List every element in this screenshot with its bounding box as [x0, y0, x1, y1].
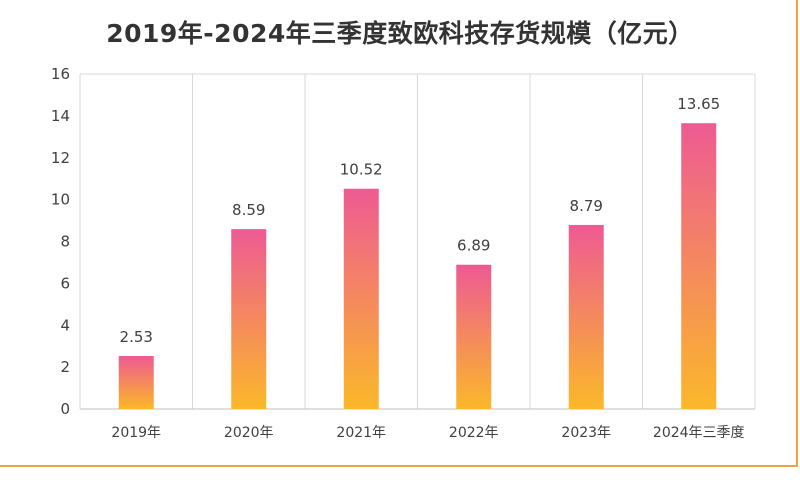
chart-frame: [0, 0, 798, 467]
y-tick-label: 4: [60, 316, 70, 334]
data-label: 6.89: [457, 237, 490, 255]
y-tick-label: 10: [51, 191, 70, 209]
chart-title: 2019年-2024年三季度致欧科技存货规模（亿元）: [106, 19, 694, 48]
y-tick-label: 2: [60, 358, 70, 376]
x-category-label: 2024年三季度: [653, 425, 745, 441]
bar: [681, 123, 717, 409]
y-tick-label: 8: [60, 233, 70, 251]
bar: [343, 188, 379, 409]
y-tick-label: 14: [51, 107, 70, 125]
y-tick-label: 12: [51, 149, 70, 167]
x-category-label: 2020年: [224, 425, 274, 441]
data-label: 8.59: [232, 201, 265, 219]
bar: [568, 224, 604, 409]
x-category-label: 2021年: [336, 425, 386, 441]
bar: [456, 264, 492, 409]
y-tick-label: 16: [51, 65, 70, 83]
data-label: 2.53: [120, 328, 153, 346]
y-tick-label: 0: [60, 400, 70, 418]
data-labels: 2.53 8.59 10.52 6.89 8.79 13.65: [120, 95, 721, 346]
data-label: 8.79: [570, 197, 603, 215]
bars: [118, 123, 717, 409]
data-label: 13.65: [677, 95, 720, 113]
bar: [118, 356, 154, 409]
grid: [79, 73, 756, 410]
x-axis-categories: 2019年 2020年 2021年 2022年 2023年 2024年三季度: [111, 425, 744, 441]
x-category-label: 2022年: [449, 425, 499, 441]
x-category-label: 2019年: [111, 425, 161, 441]
y-tick-label: 6: [60, 274, 70, 292]
data-label: 10.52: [340, 161, 383, 179]
bar: [231, 229, 267, 409]
y-axis-ticks: 0 2 4 6 8 10 12 14 16: [51, 65, 70, 418]
x-category-label: 2023年: [561, 425, 611, 441]
